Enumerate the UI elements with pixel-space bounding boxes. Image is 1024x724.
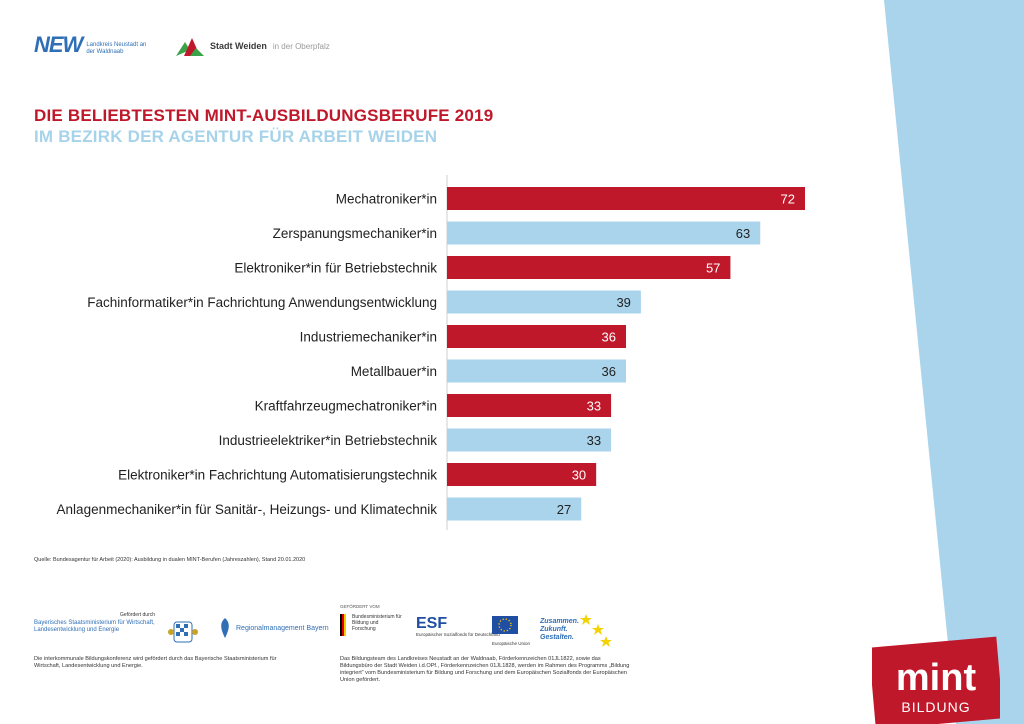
logo-weiden-name: Stadt Weiden xyxy=(210,41,267,51)
mint-logo-word: mint xyxy=(896,657,977,699)
category-label: Anlagenmechaniker*in für Sanitär-, Heizu… xyxy=(57,502,438,517)
eu-flag-icon xyxy=(492,616,518,634)
bar xyxy=(447,221,761,245)
german-eagle-icon xyxy=(340,614,346,636)
category-label: Industrieelektriker*in Betriebstechnik xyxy=(219,433,438,448)
esf-logo: ESF Europäischer Sozialfonds für Deutsch… xyxy=(416,615,500,638)
logo-weiden-region: in der Oberpfalz xyxy=(272,41,330,51)
bavarian-coat-of-arms-icon xyxy=(168,621,198,643)
footer-note-left: Die interkommunale Bildungskonferenz wir… xyxy=(34,656,277,669)
bar xyxy=(447,359,626,383)
category-label: Metallbauer*in xyxy=(351,364,437,379)
bar xyxy=(447,394,612,417)
slogan-line-2: Zukunft. xyxy=(540,626,568,633)
data-label: 30 xyxy=(572,468,586,483)
regional-management-logo: Regionalmanagement Bayern xyxy=(218,618,329,638)
funded-by-label: Gefördert durch xyxy=(120,612,156,618)
page-title: DIE BELIEBTESTEN MINT-AUSBILDUNGSBERUFE … xyxy=(34,106,494,125)
bar xyxy=(447,290,641,314)
zusammen-slogan: Zusammen. Zukunft. Gestalten. xyxy=(540,618,579,642)
bmbf-name: Bundesministerium für Bildung und Forsch… xyxy=(352,614,402,632)
data-label: 33 xyxy=(587,433,601,448)
weiden-logo-icon xyxy=(176,38,204,56)
category-label: Fachinformatiker*in Fachrichtung Anwendu… xyxy=(87,295,437,310)
category-label: Elektroniker*in Fachrichtung Automatisie… xyxy=(118,468,437,483)
esf-wordmark: ESF xyxy=(416,615,448,632)
bar xyxy=(447,325,626,348)
data-label: 36 xyxy=(602,364,616,379)
bar xyxy=(447,187,805,210)
slogan-line-3: Gestalten. xyxy=(540,634,574,641)
star-icons xyxy=(580,614,612,647)
logo-stadt-weiden: Stadt Weiden in der Oberpfalz xyxy=(176,36,330,56)
category-label: Kraftfahrzeugmechatroniker*in xyxy=(255,399,437,414)
eu-caption: Europäische Union xyxy=(492,641,531,646)
logo-new-wordmark: NEW xyxy=(34,32,83,57)
data-label: 57 xyxy=(706,261,720,276)
regional-management-icon xyxy=(221,618,229,638)
esf-caption: Europäischer Sozialfonds für Deutschland xyxy=(416,632,500,637)
footer-note-right: Das Bildungsteam des Landkreises Neustad… xyxy=(340,656,630,683)
slogan-line-1: Zusammen. xyxy=(540,618,579,625)
data-label: 36 xyxy=(602,330,616,345)
bar xyxy=(447,497,582,521)
bar-chart: Mechatroniker*in 72 Zerspanungsmechaniker*… xyxy=(57,175,805,530)
source-note: Quelle: Bundesagentur für Arbeit (2020):… xyxy=(34,557,306,563)
supported-by-label: GEFÖRDERT VOM xyxy=(340,604,380,609)
mint-bildung-logo: mint BILDUNG xyxy=(872,636,1000,724)
page-subtitle: IM BEZIRK DER AGENTUR FÜR ARBEIT WEIDEN xyxy=(34,127,438,146)
category-label: Industriemechaniker*in xyxy=(300,330,437,345)
data-label: 39 xyxy=(616,295,630,310)
mint-logo-sub: BILDUNG xyxy=(901,699,970,715)
data-label: 27 xyxy=(557,502,571,517)
category-label: Zerspanungsmechaniker*in xyxy=(273,226,437,241)
regional-management-name: Regionalmanagement Bayern xyxy=(236,624,329,632)
category-label: Mechatroniker*in xyxy=(336,192,437,207)
bar xyxy=(447,428,612,452)
data-label: 72 xyxy=(781,192,795,207)
data-label: 33 xyxy=(587,399,601,414)
bar xyxy=(447,256,731,279)
logo-new-caption: Landkreis Neustadt an der Waldnaab xyxy=(86,42,147,55)
ministry-name: Bayerisches Staatsministerium für Wirtsc… xyxy=(34,620,155,633)
eu-logo: Europäische Union xyxy=(492,616,530,646)
category-label: Elektroniker*in für Betriebstechnik xyxy=(234,261,437,276)
logo-landkreis-neustadt: NEW Landkreis Neustadt an der Waldnaab xyxy=(34,34,156,56)
data-label: 63 xyxy=(736,226,750,241)
bar xyxy=(447,463,597,486)
bmbf-logo: Bundesministerium für Bildung und Forsch… xyxy=(340,614,402,636)
